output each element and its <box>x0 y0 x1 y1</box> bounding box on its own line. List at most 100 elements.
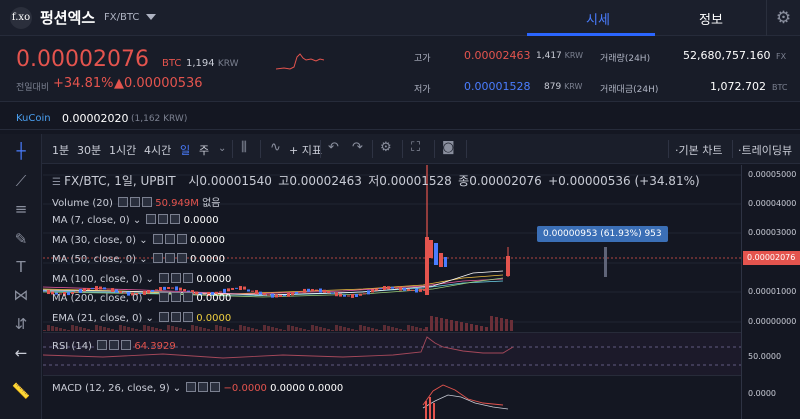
legend-ma7[interactable]: MA (7, close, 0) ⌄ 0.0000 <box>52 214 219 226</box>
brush-icon[interactable]: ✎ <box>14 230 28 248</box>
gear-icon[interactable] <box>109 340 120 350</box>
interval-30m[interactable]: 30분 <box>77 144 102 157</box>
price-panel: 0.00002076 BTC 1,194 KRW 전일대비 +34.81% ▲0… <box>0 36 800 102</box>
volume-bar <box>287 325 290 331</box>
eye-icon[interactable] <box>152 253 163 263</box>
exchange-name[interactable]: KuCoin <box>16 113 51 124</box>
candle <box>255 290 258 295</box>
candle <box>219 291 222 293</box>
eye-icon[interactable] <box>146 214 157 224</box>
volume-bar <box>445 319 448 331</box>
close-icon[interactable] <box>183 292 194 302</box>
close-icon[interactable] <box>170 214 181 224</box>
candle <box>444 257 447 267</box>
price-axis[interactable]: 0.00005000 0.00004000 0.00003000 0.00001… <box>741 165 800 419</box>
ohlc-low: 0.00001528 <box>379 174 452 188</box>
horizontal-lines-icon[interactable]: ≡ <box>14 200 28 218</box>
close-icon[interactable] <box>176 253 187 263</box>
close-icon[interactable] <box>183 312 194 322</box>
tab-market[interactable]: 시세 <box>586 13 610 28</box>
ruler-icon[interactable]: 📏 <box>11 382 31 400</box>
gear-icon[interactable] <box>171 312 182 322</box>
tab-info[interactable]: 정보 <box>699 13 723 28</box>
interval-week[interactable]: 주 <box>199 144 210 157</box>
interval-1m[interactable]: 1분 <box>52 144 70 157</box>
close-icon[interactable] <box>176 234 187 244</box>
close-icon[interactable] <box>183 273 194 283</box>
eye-icon[interactable] <box>118 197 129 207</box>
legend-ma30[interactable]: MA (30, close, 0) ⌄ 0.0000 <box>52 234 225 246</box>
chevron-down-icon[interactable]: ⌄ <box>218 143 227 154</box>
gear-icon[interactable] <box>198 382 209 392</box>
candle <box>375 288 378 291</box>
gear-icon[interactable] <box>130 197 141 207</box>
close-icon[interactable] <box>142 197 153 207</box>
eye-icon[interactable] <box>159 312 170 322</box>
volume-bar <box>115 330 118 331</box>
toolbar-divider <box>732 140 733 158</box>
eye-icon[interactable] <box>152 234 163 244</box>
legend-ma100[interactable]: MA (100, close, 0) ⌄ 0.0000 <box>52 273 232 285</box>
interval-1h[interactable]: 1시간 <box>109 144 137 157</box>
amount-value: 1,072.702 <box>710 80 766 93</box>
legend-ma50[interactable]: MA (50, close, 0) ⌄ 0.0000 <box>52 253 225 265</box>
basic-chart-button[interactable]: ·기본 차트 <box>675 142 722 158</box>
legend-value: 0.0000 <box>270 383 306 394</box>
chart-title: FX/BTC, 1일, UPBIT <box>64 174 176 188</box>
back-arrow-icon[interactable]: ← <box>14 344 28 362</box>
collapse-icon[interactable]: ☰ <box>52 177 61 188</box>
volume-bar <box>119 325 122 331</box>
gear-icon[interactable] <box>171 292 182 302</box>
sparkline <box>276 53 324 70</box>
volume-bar <box>430 316 433 331</box>
indicator-icon[interactable]: ∿ <box>270 140 281 155</box>
pattern-icon[interactable]: ⋈ <box>13 286 29 304</box>
chevron-down-icon[interactable] <box>146 14 156 20</box>
interval-4h[interactable]: 4시간 <box>144 144 172 157</box>
gear-icon[interactable] <box>164 253 175 263</box>
close-icon[interactable] <box>121 340 132 350</box>
gear-icon[interactable] <box>164 234 175 244</box>
volume-bar <box>259 330 262 331</box>
candle <box>403 287 406 291</box>
volume-bar <box>63 329 66 331</box>
coin-pair[interactable]: FX/BTC <box>104 12 140 23</box>
eye-icon[interactable] <box>159 273 170 283</box>
undo-icon[interactable]: ↶ <box>328 140 339 155</box>
legend-ma200[interactable]: MA (200, close, 0) ⌄ 0.0000 <box>52 292 232 304</box>
measure-icon[interactable]: ⇵ <box>14 315 28 333</box>
legend-volume[interactable]: Volume (20) 50.949M 없음 <box>52 194 221 209</box>
candle <box>343 294 346 297</box>
gear-icon[interactable]: ⚙ <box>766 0 800 36</box>
legend-value: −0.0000 <box>223 383 267 394</box>
candle <box>359 293 362 296</box>
close-icon[interactable] <box>210 382 221 392</box>
text-icon[interactable]: T <box>16 258 26 276</box>
gear-icon[interactable] <box>158 214 169 224</box>
crosshair-icon[interactable]: ┼ <box>16 142 26 160</box>
legend-value: 0.0000 <box>189 235 225 246</box>
legend-macd[interactable]: MACD (12, 26, close, 9) ⌄ −0.0000 0.0000… <box>52 382 344 394</box>
camera-icon[interactable]: ◙ <box>442 140 455 155</box>
gear-icon[interactable] <box>171 273 182 283</box>
candle <box>251 290 254 292</box>
legend-ema21[interactable]: EMA (21, close, 0) ⌄ 0.0000 <box>52 312 232 324</box>
eye-icon[interactable] <box>159 292 170 302</box>
coin-name[interactable]: 펑션엑스 <box>40 9 96 27</box>
settings-icon[interactable]: ⚙ <box>380 140 392 155</box>
eye-icon[interactable] <box>186 382 197 392</box>
fullscreen-icon[interactable]: ⛶ <box>411 140 421 155</box>
trendline-icon[interactable]: ⟋ <box>15 172 27 190</box>
volume-bar <box>351 329 354 331</box>
tradingview-button[interactable]: ·트레이딩뷰 <box>738 142 792 158</box>
interval-day[interactable]: 일 <box>180 144 191 157</box>
candlestick-icon[interactable]: ⫼ <box>241 140 247 155</box>
volume-bar <box>227 328 230 331</box>
candle <box>439 253 443 267</box>
indicator-button[interactable]: + 지표 <box>289 142 322 158</box>
eye-icon[interactable] <box>97 340 108 350</box>
candle <box>43 290 46 292</box>
toolbar-divider <box>668 140 669 158</box>
redo-icon[interactable]: ↷ <box>352 140 363 155</box>
legend-rsi[interactable]: RSI (14) 64.3929 <box>52 340 176 352</box>
